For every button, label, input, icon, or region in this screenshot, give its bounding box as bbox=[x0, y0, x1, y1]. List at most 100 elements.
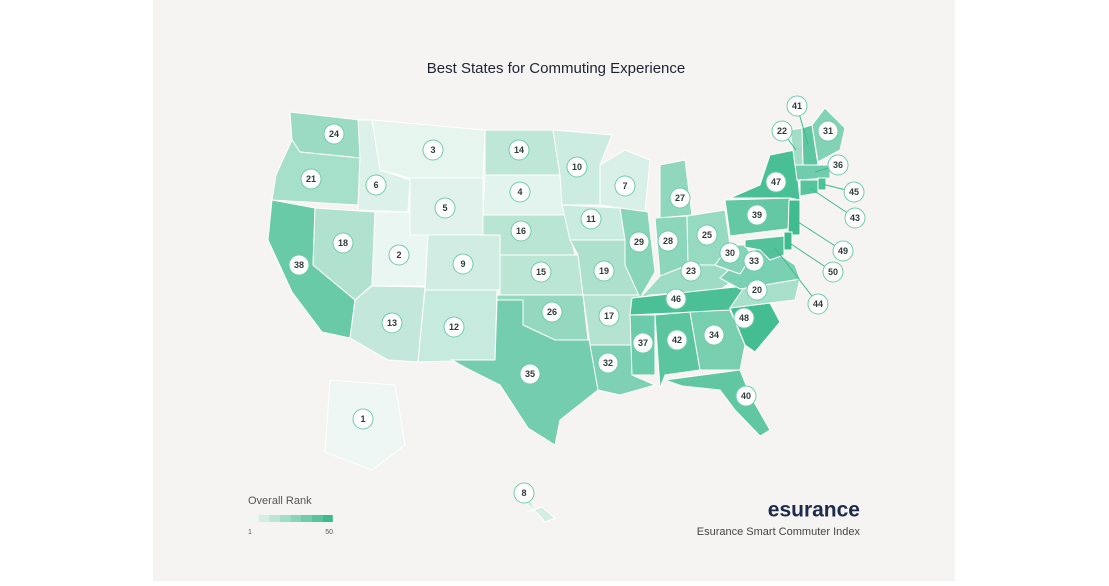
rank-badge bbox=[365, 174, 387, 196]
state bbox=[799, 179, 819, 197]
rank-label: 32 bbox=[603, 358, 613, 368]
rank-badge bbox=[666, 329, 688, 351]
rank-badge bbox=[703, 324, 725, 346]
title: Best States for Commuting Experience bbox=[427, 60, 685, 77]
rank-badge bbox=[332, 232, 354, 254]
rank-label: 41 bbox=[792, 101, 802, 111]
rank-label: 25 bbox=[702, 230, 712, 240]
rank-badge bbox=[597, 352, 619, 374]
rank-label: 6 bbox=[373, 180, 378, 190]
rank-label: 22 bbox=[777, 126, 787, 136]
rank-label: 11 bbox=[586, 214, 596, 224]
rank-label: 3 bbox=[430, 145, 435, 155]
rank-badge bbox=[323, 123, 345, 145]
state bbox=[744, 235, 785, 261]
rank-label: 17 bbox=[604, 311, 614, 321]
state bbox=[520, 499, 556, 523]
rank-badge bbox=[771, 120, 793, 142]
rank-label: 46 bbox=[671, 294, 681, 304]
rank-badge bbox=[817, 120, 839, 142]
legend-swatch bbox=[322, 515, 333, 522]
footer: Esurance Smart Commuter Index bbox=[697, 526, 861, 538]
rank-badge bbox=[822, 261, 844, 283]
rank-label: 48 bbox=[739, 313, 749, 323]
rank-label: 47 bbox=[771, 177, 781, 187]
rank-label: 9 bbox=[460, 259, 465, 269]
rank-label: 43 bbox=[850, 213, 860, 223]
rank-badge bbox=[743, 250, 765, 272]
leader-line bbox=[774, 247, 819, 305]
rank-label: 4 bbox=[517, 187, 522, 197]
rank-label: 38 bbox=[294, 260, 304, 270]
rank-badge bbox=[352, 408, 374, 430]
rank-label: 39 bbox=[752, 210, 762, 220]
rank-label: 40 bbox=[741, 391, 751, 401]
rank-label: 36 bbox=[833, 160, 843, 170]
rank-label: 5 bbox=[442, 203, 447, 213]
rank-badge bbox=[696, 224, 718, 246]
legend-swatch bbox=[269, 515, 280, 522]
rank-badge bbox=[519, 363, 541, 385]
rank-label: 10 bbox=[572, 162, 582, 172]
rank-badge bbox=[300, 168, 322, 190]
rank-label: 14 bbox=[514, 145, 524, 155]
rank-badge bbox=[832, 240, 854, 262]
rank-label: 12 bbox=[449, 322, 459, 332]
rank-label: 2 bbox=[396, 250, 401, 260]
legend-min: 1 bbox=[248, 529, 252, 536]
rank-label: 21 bbox=[306, 174, 316, 184]
rank-label: 49 bbox=[838, 246, 848, 256]
rank-label: 24 bbox=[329, 129, 339, 139]
rank-badge bbox=[388, 244, 410, 266]
rank-badge bbox=[598, 305, 620, 327]
rank-badge bbox=[541, 301, 563, 323]
rank-badge bbox=[786, 95, 808, 117]
rank-label: 37 bbox=[638, 338, 648, 348]
rank-label: 16 bbox=[516, 226, 526, 236]
rank-badge bbox=[733, 307, 755, 329]
state bbox=[787, 199, 801, 236]
legend-swatch bbox=[290, 515, 301, 522]
rank-badge bbox=[735, 385, 757, 407]
rank-label: 18 bbox=[338, 238, 348, 248]
legend-title: Overall Rank bbox=[248, 495, 312, 507]
rank-label: 15 bbox=[536, 267, 546, 277]
rank-label: 44 bbox=[813, 299, 823, 309]
rank-badge bbox=[746, 204, 768, 226]
rank-badge bbox=[844, 207, 866, 229]
legend-ramp bbox=[248, 515, 333, 522]
rank-label: 19 bbox=[599, 266, 609, 276]
rank-label: 20 bbox=[752, 285, 762, 295]
rank-badge bbox=[628, 231, 650, 253]
rank-label: 33 bbox=[749, 256, 759, 266]
rank-badge bbox=[719, 242, 741, 264]
rank-badge bbox=[509, 181, 531, 203]
rank-badge bbox=[614, 175, 636, 197]
rank-badge bbox=[593, 260, 615, 282]
rank-label: 23 bbox=[686, 266, 696, 276]
rank-badge bbox=[843, 181, 865, 203]
rank-badge bbox=[807, 293, 829, 315]
rank-label: 42 bbox=[672, 335, 682, 345]
rank-badge bbox=[566, 156, 588, 178]
rank-badge bbox=[452, 253, 474, 275]
rank-label: 13 bbox=[387, 318, 397, 328]
rank-badge bbox=[827, 154, 849, 176]
rank-badge bbox=[632, 332, 654, 354]
rank-badge bbox=[657, 230, 679, 252]
legend-swatch bbox=[301, 515, 312, 522]
rank-label: 7 bbox=[622, 181, 627, 191]
rank-label: 34 bbox=[709, 330, 719, 340]
rank-badge bbox=[381, 312, 403, 334]
rank-badge bbox=[434, 197, 456, 219]
legend-max: 50 bbox=[325, 529, 333, 536]
state bbox=[783, 231, 793, 251]
rank-badge bbox=[510, 220, 532, 242]
rank-label: 29 bbox=[634, 237, 644, 247]
rank-badge bbox=[508, 139, 530, 161]
rank-badge bbox=[680, 260, 702, 282]
rank-badge bbox=[288, 254, 310, 276]
